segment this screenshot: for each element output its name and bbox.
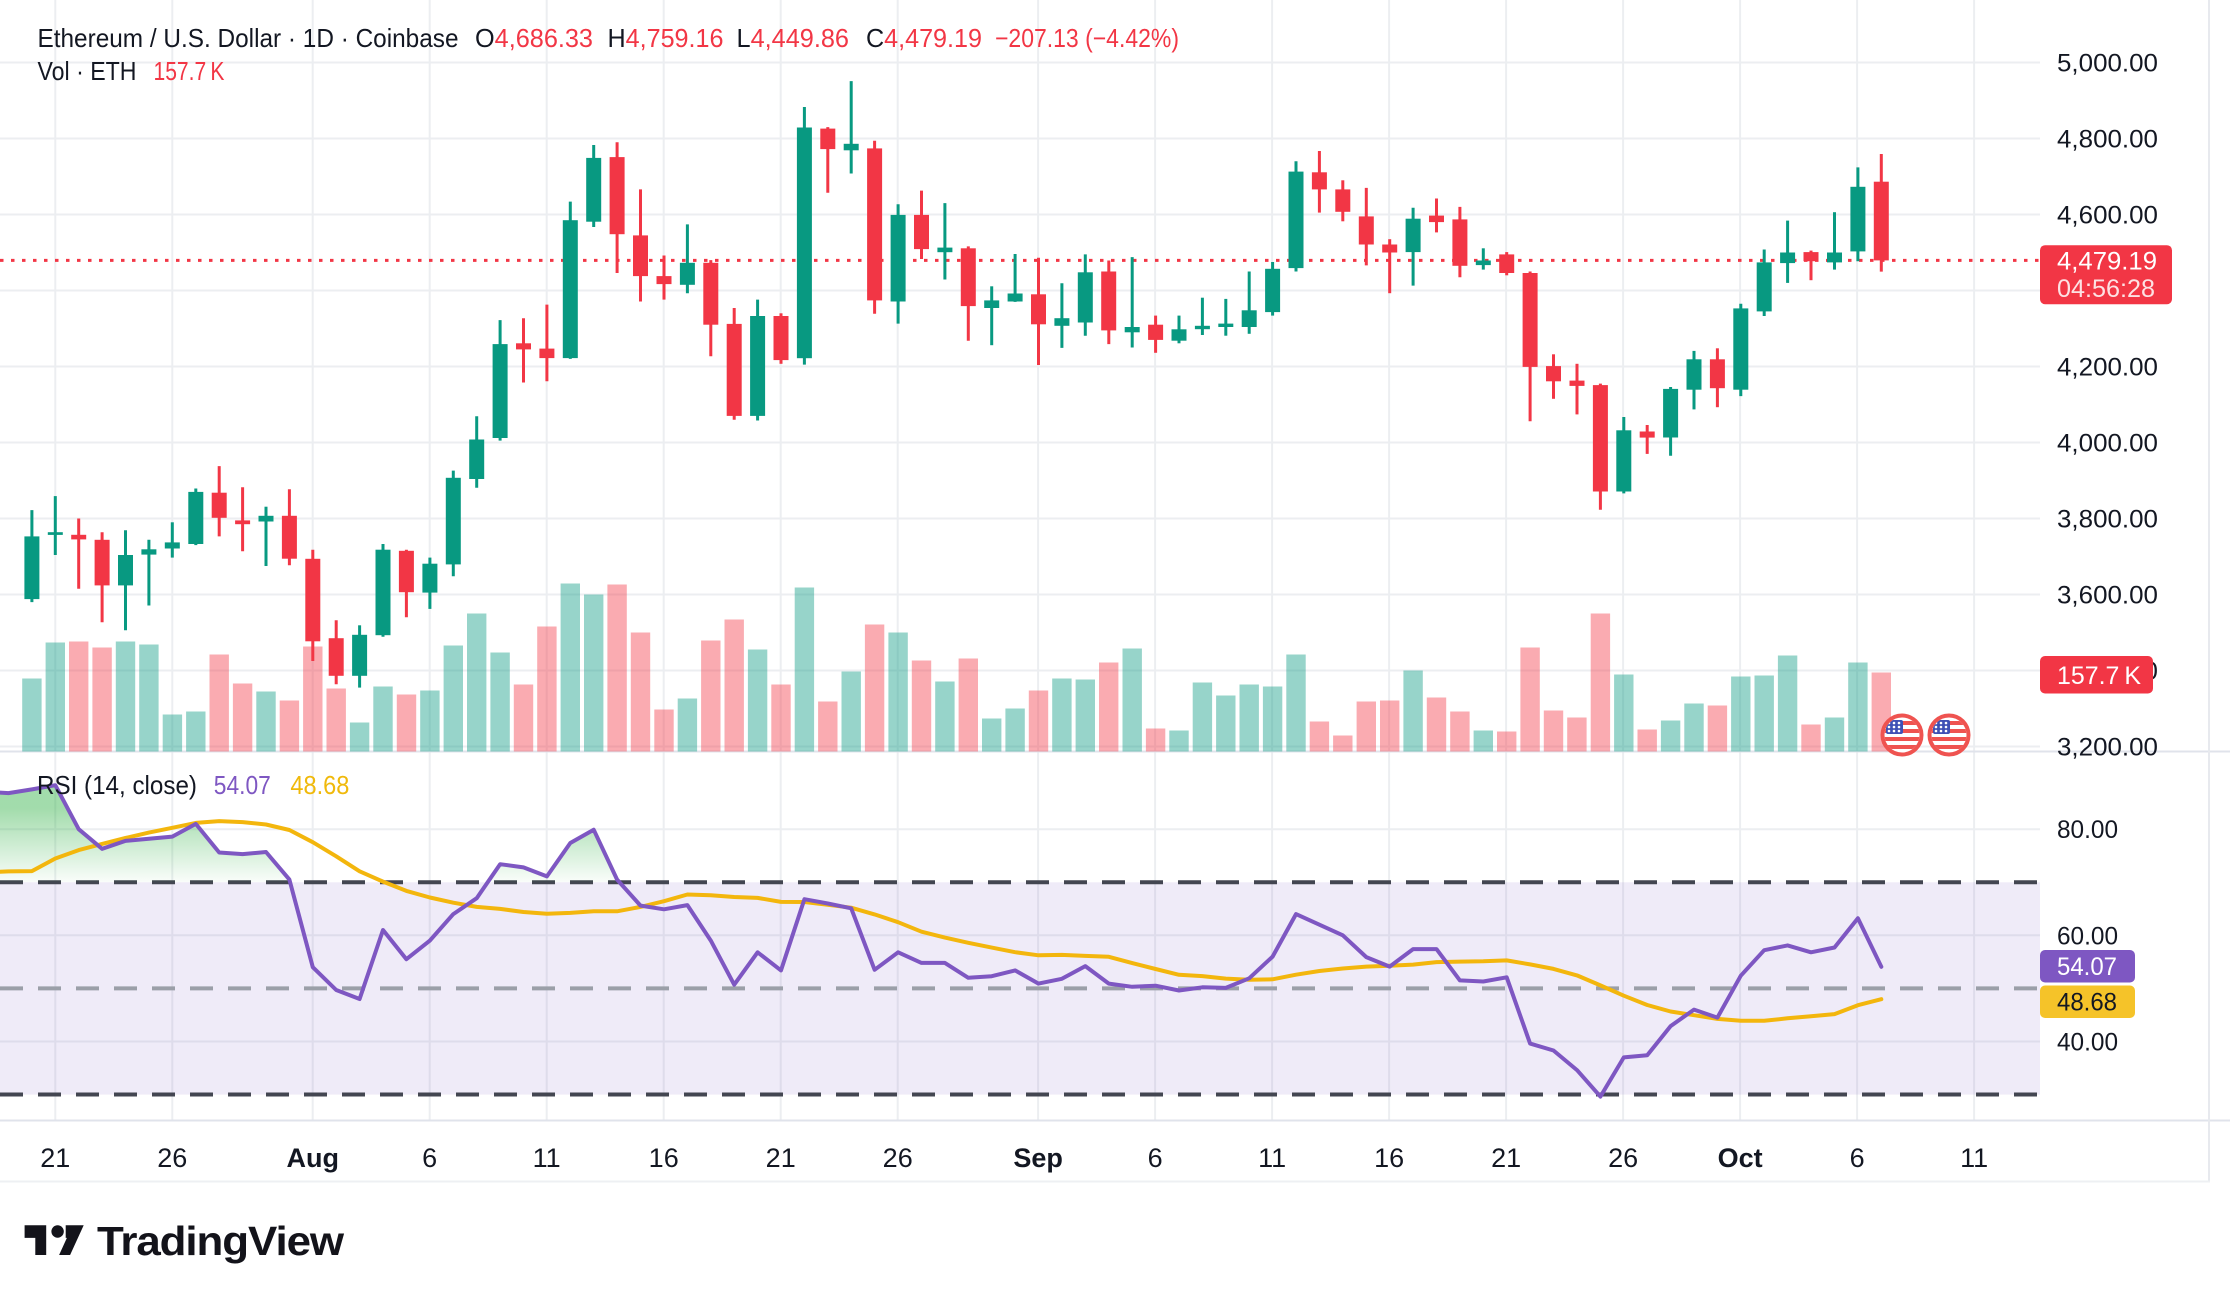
svg-text:4,479.19: 4,479.19 [2057,247,2157,275]
svg-text:−207.13 (−4.42%): −207.13 (−4.42%) [995,23,1179,53]
svg-text:40.00: 40.00 [2057,1029,2118,1057]
svg-text:21: 21 [1491,1143,1521,1173]
svg-text:16: 16 [1374,1143,1404,1173]
svg-text:21: 21 [766,1143,796,1173]
svg-text:21: 21 [40,1143,70,1173]
svg-text:3,600.00: 3,600.00 [2057,582,2158,610]
svg-text:5,000.00: 5,000.00 [2057,50,2158,78]
svg-text:4,600.00: 4,600.00 [2057,202,2158,230]
svg-text:4,000.00: 4,000.00 [2057,430,2158,458]
svg-text:157.7 K: 157.7 K [2057,662,2141,690]
svg-text:3,800.00: 3,800.00 [2057,506,2158,534]
svg-text:Ethereum / U.S. Dollar · 1D ·: Ethereum / U.S. Dollar · 1D · Coinbase [38,23,459,53]
svg-text:C4,479.19: C4,479.19 [866,23,982,53]
svg-text:48.68: 48.68 [290,770,349,800]
svg-text:4,200.00: 4,200.00 [2057,354,2158,382]
svg-text:Oct: Oct [1718,1143,1763,1173]
svg-text:O4,686.33: O4,686.33 [475,23,593,53]
svg-text:6: 6 [1148,1143,1163,1173]
svg-text:TradingView: TradingView [97,1218,344,1264]
svg-text:L4,449.86: L4,449.86 [737,23,850,53]
svg-text:11: 11 [1960,1143,1988,1173]
svg-text:Vol · ETH: Vol · ETH [38,56,137,86]
svg-text:54.07: 54.07 [214,770,271,800]
svg-text:11: 11 [1258,1143,1286,1173]
svg-text:16: 16 [649,1143,679,1173]
svg-text:26: 26 [157,1143,187,1173]
svg-text:6: 6 [1850,1143,1865,1173]
svg-text:48.68: 48.68 [2057,989,2117,1017]
svg-text:H4,759.16: H4,759.16 [608,23,724,53]
svg-text:6: 6 [422,1143,437,1173]
svg-text:26: 26 [883,1143,913,1173]
svg-text:11: 11 [533,1143,561,1173]
svg-text:26: 26 [1608,1143,1638,1173]
svg-text:80.00: 80.00 [2057,816,2118,844]
svg-text:Sep: Sep [1013,1143,1063,1173]
svg-text:Aug: Aug [286,1143,338,1173]
svg-text:54.07: 54.07 [2057,953,2117,981]
svg-text:RSI (14, close): RSI (14, close) [37,770,197,800]
svg-text:3,200.00: 3,200.00 [2057,734,2158,762]
svg-text:60.00: 60.00 [2057,922,2118,950]
svg-text:04:56:28: 04:56:28 [2057,275,2155,303]
svg-text:157.7 K: 157.7 K [154,56,226,86]
svg-text:4,800.00: 4,800.00 [2057,126,2158,154]
